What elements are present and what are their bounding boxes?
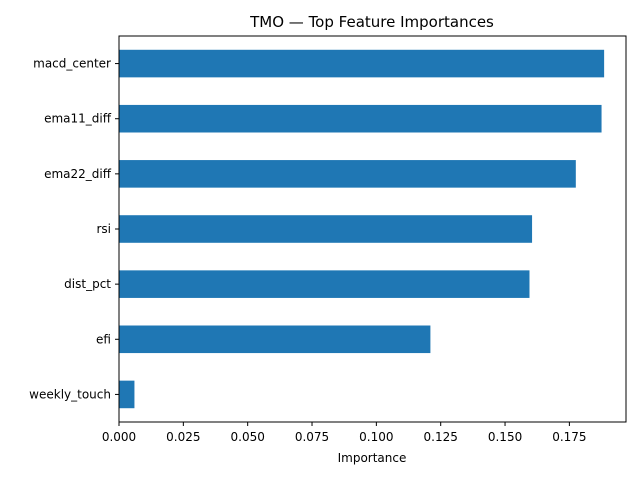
x-tick-label: 0.050 (231, 430, 265, 444)
bar-ema11-diff (119, 104, 602, 133)
bar-ema22-diff (119, 160, 576, 188)
y-tick-label: efi (96, 332, 111, 346)
bar-efi (119, 325, 431, 354)
bar-macd-center (119, 49, 605, 78)
y-tick-label: rsi (96, 222, 111, 236)
x-tick-label: 0.150 (488, 430, 522, 444)
x-tick-label: 0.000 (102, 430, 136, 444)
bars-group (119, 49, 605, 409)
x-axis-ticks: 0.000 0.025 0.050 0.075 0.100 0.125 0.150 0.175 (102, 422, 587, 444)
y-tick-label: weekly_touch (29, 387, 111, 401)
y-tick-label: ema11_diff (44, 112, 112, 126)
bar-weekly-touch (119, 380, 135, 409)
x-tick-label: 0.025 (166, 430, 200, 444)
x-axis-label: Importance (338, 451, 407, 465)
plot-frame (118, 35, 627, 423)
y-tick-label: dist_pct (64, 277, 111, 291)
y-tick-label: macd_center (33, 57, 111, 71)
bar-dist-pct (119, 270, 530, 298)
x-tick-label: 0.100 (359, 430, 393, 444)
x-tick-label: 0.125 (424, 430, 458, 444)
x-tick-label: 0.075 (295, 430, 329, 444)
y-tick-label: ema22_diff (44, 167, 112, 181)
chart-title: TMO — Top Feature Importances (249, 13, 494, 31)
x-tick-label: 0.175 (552, 430, 586, 444)
bar-rsi (119, 215, 533, 243)
